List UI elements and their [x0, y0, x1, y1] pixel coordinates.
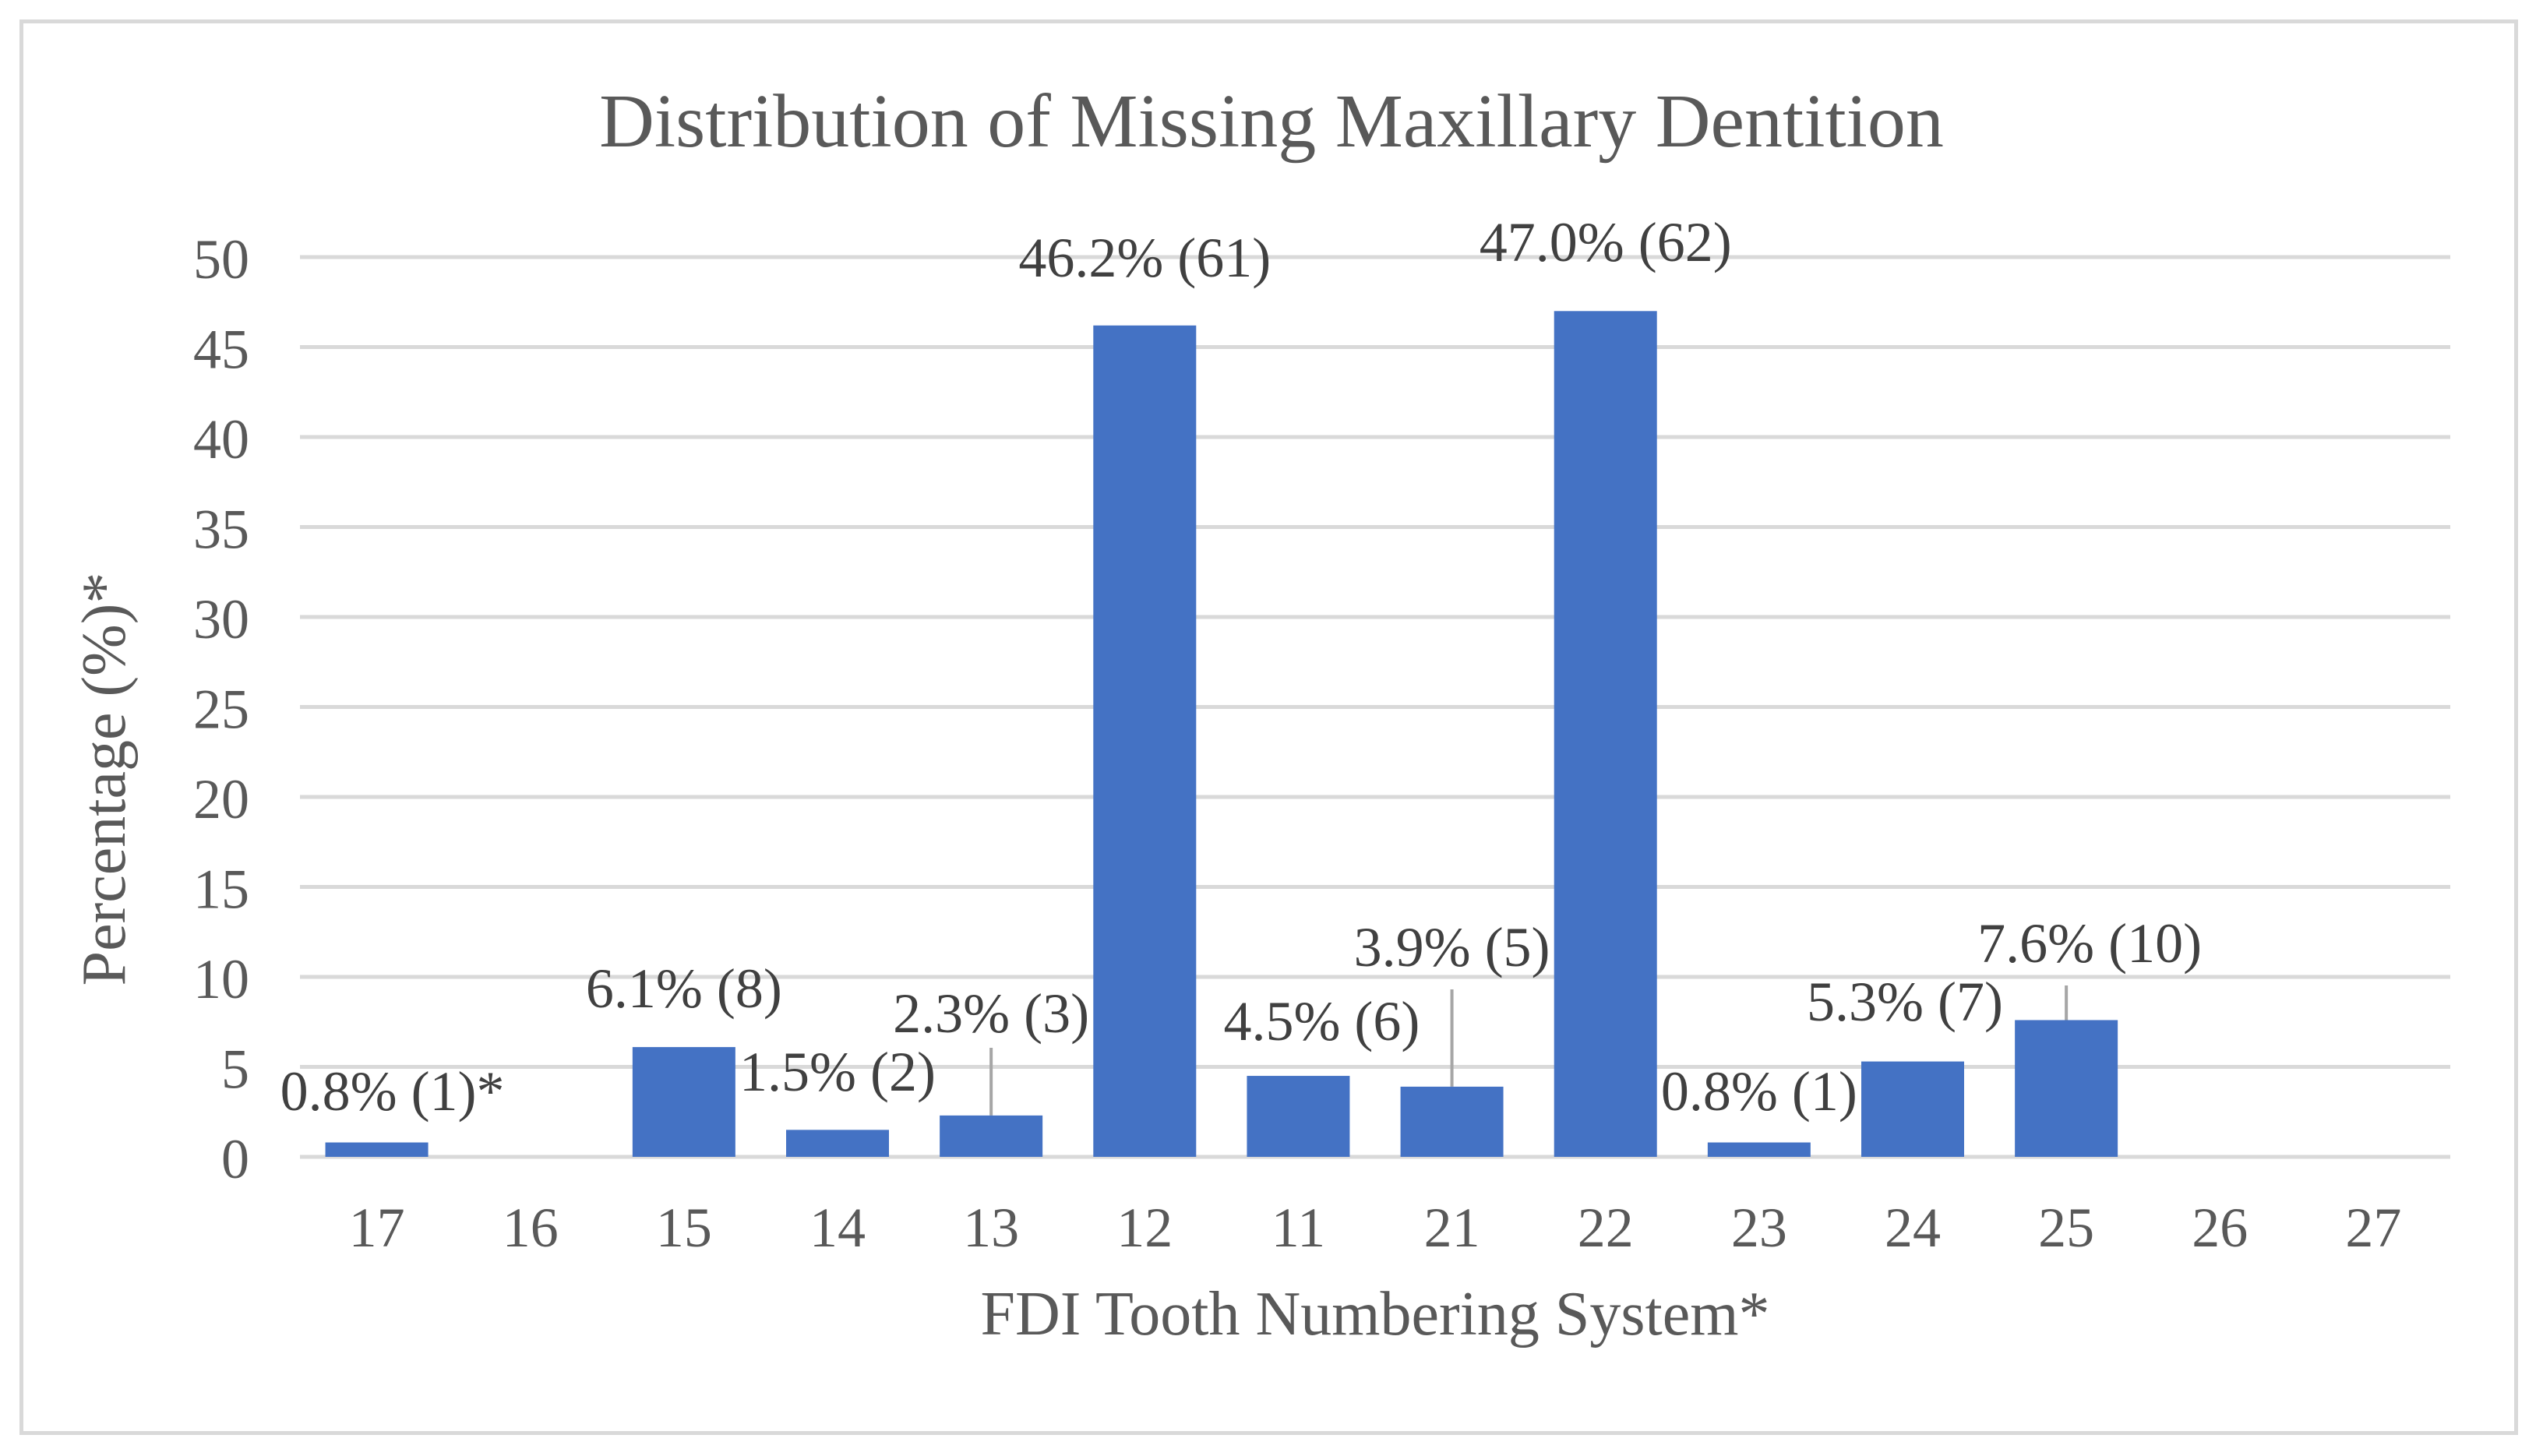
bar-25 — [2015, 1020, 2118, 1157]
y-tick-label: 10 — [193, 948, 249, 1010]
bar-17 — [325, 1142, 429, 1157]
data-label-22: 47.0% (62) — [1480, 211, 1732, 273]
bar-11 — [1247, 1076, 1350, 1157]
bar-14 — [786, 1130, 889, 1157]
x-axis-title: FDI Tooth Numbering System* — [981, 1280, 1770, 1348]
x-tick-label: 23 — [1731, 1197, 1787, 1259]
chart-title: Distribution of Missing Maxillary Dentit… — [599, 79, 1944, 164]
data-label-23: 0.8% (1) — [1661, 1060, 1857, 1123]
x-tick-label: 22 — [1578, 1197, 1634, 1259]
data-label-15: 6.1% (8) — [586, 957, 782, 1020]
x-tick-label: 16 — [503, 1197, 559, 1259]
y-tick-label: 15 — [193, 858, 249, 921]
x-tick-label: 24 — [1885, 1197, 1941, 1259]
x-tick-label: 25 — [2038, 1197, 2094, 1259]
data-label-25: 7.6% (10) — [1977, 912, 2202, 975]
y-tick-label: 50 — [193, 228, 249, 291]
data-label-12: 46.2% (61) — [1018, 227, 1271, 289]
x-tick-label: 26 — [2192, 1197, 2248, 1259]
x-tick-label: 11 — [1272, 1197, 1325, 1259]
data-label-11: 4.5% (6) — [1223, 990, 1420, 1052]
bar-21 — [1400, 1086, 1504, 1157]
y-tick-label: 20 — [193, 768, 249, 830]
bar-12 — [1093, 325, 1197, 1157]
x-tick-label: 17 — [349, 1197, 405, 1259]
y-tick-label: 45 — [193, 319, 249, 381]
x-tick-label: 13 — [963, 1197, 1019, 1259]
y-axis-title: Percentage (%)* — [70, 573, 139, 986]
bar-15 — [632, 1047, 735, 1157]
data-label-14: 1.5% (2) — [739, 1041, 936, 1103]
x-tick-label: 12 — [1116, 1197, 1173, 1259]
y-axis-ticks: 0 5 10 15 20 25 30 35 40 45 50 — [193, 228, 249, 1190]
y-tick-label: 30 — [193, 588, 249, 650]
y-tick-label: 0 — [221, 1128, 249, 1190]
data-label-13: 2.3% (3) — [893, 982, 1089, 1045]
bar-24 — [1861, 1061, 1964, 1157]
data-labels: 0.8% (1)* 6.1% (8) 1.5% (2)2.3% (3) 46.2% (… — [280, 211, 2203, 1123]
leader-lines — [989, 985, 2069, 1116]
bar-22 — [1554, 311, 1657, 1157]
data-label-17: 0.8% (1)* — [280, 1060, 505, 1123]
y-tick-label: 40 — [193, 408, 249, 471]
y-tick-label: 25 — [193, 679, 249, 741]
x-tick-label: 27 — [2345, 1197, 2401, 1259]
bar-13 — [940, 1115, 1043, 1157]
x-tick-label: 14 — [809, 1197, 866, 1259]
bar-23 — [1707, 1142, 1811, 1157]
y-tick-label: 5 — [221, 1038, 249, 1101]
x-tick-label: 15 — [656, 1197, 712, 1259]
y-tick-label: 35 — [193, 499, 249, 561]
data-label-24: 5.3% (7) — [1807, 971, 2003, 1033]
data-label-21: 3.9% (5) — [1354, 916, 1550, 978]
x-tick-label: 21 — [1424, 1197, 1480, 1259]
bars — [325, 311, 2118, 1157]
x-axis-ticks: 17 16 15 14 13 12 11 21 22 23 24 25 26 27 — [349, 1197, 2402, 1259]
